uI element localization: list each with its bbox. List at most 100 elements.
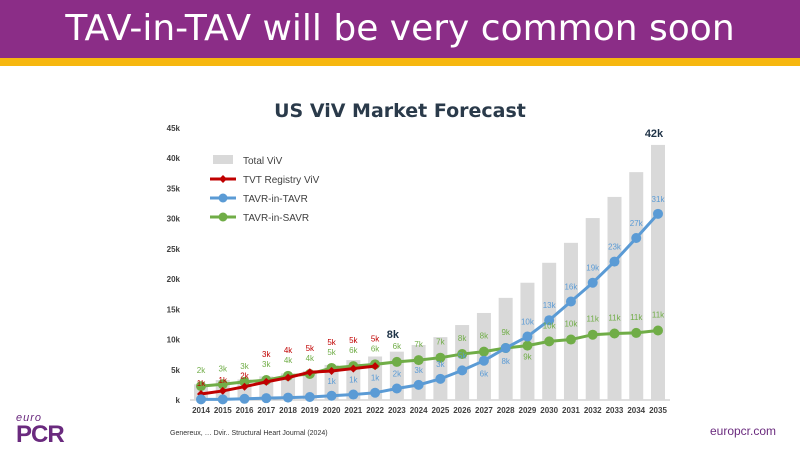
y-tick-label: 45k (167, 124, 181, 133)
chart-title: US ViV Market Forecast (274, 100, 526, 122)
citation: Genereux, … Dvir.. Structural Heart Jour… (170, 430, 328, 437)
marker-tavr-in-tavr-2031 (565, 296, 576, 307)
marker-tavr-in-tavr-2024 (413, 379, 424, 390)
data-label: 3k (414, 366, 423, 375)
data-label: 4k (284, 346, 293, 355)
bar-total-viv-2020 (324, 364, 339, 400)
data-label: 3k (262, 350, 271, 359)
bar-total-viv-2025 (433, 337, 448, 400)
data-label: 2k (240, 372, 249, 381)
bar-total-viv-2026 (455, 325, 470, 400)
x-tick-label: 2027 (475, 406, 493, 415)
x-tick-label: 2020 (323, 406, 341, 415)
legend-tavr-in-savr-marker (218, 212, 228, 222)
data-label: 7k (414, 340, 423, 349)
legend-tavr-in-savr-label: TAVR-in-SAVR (243, 213, 309, 224)
marker-tavr-in-tavr-2025 (435, 373, 446, 384)
data-label: 11k (608, 314, 621, 323)
data-label: 11k (587, 315, 600, 324)
x-tick-label: 2016 (236, 406, 254, 415)
x-tick-label: 2025 (431, 406, 449, 415)
x-tick-label: 2018 (279, 406, 297, 415)
data-label: 1k (327, 377, 336, 386)
line-tavr-in-tavr (201, 212, 660, 401)
marker-tvt-2016 (240, 382, 249, 391)
marker-tavr-in-tavr-2023 (391, 383, 402, 394)
data-label: 8k (480, 332, 489, 341)
marker-tavr-in-savr-2014 (196, 381, 206, 392)
marker-tavr-in-savr-2016 (239, 376, 250, 387)
data-label: 8k (501, 357, 510, 366)
data-label: 5k (458, 351, 467, 360)
bar-total-viv-2035 (651, 144, 665, 400)
marker-tvt-2022 (371, 362, 380, 371)
logo-euro-text: euro (16, 412, 43, 424)
marker-tavr-in-tavr-2019 (304, 391, 315, 402)
bar-annotation-2023: 8k (387, 329, 400, 341)
data-label: 13k (543, 301, 557, 310)
marker-tvt-2018 (284, 373, 293, 382)
marker-tavr-in-tavr-2018 (283, 392, 294, 403)
data-label: 6k (349, 346, 358, 355)
data-label: 11k (652, 310, 665, 319)
y-tick-label: 10k (167, 336, 181, 345)
bar-total-viv-2033 (607, 196, 622, 400)
data-label: 4k (284, 356, 293, 365)
accent-stripe (0, 58, 800, 66)
legend-total-viv-swatch (213, 155, 233, 164)
marker-tavr-in-tavr-2016 (239, 393, 250, 404)
marker-tavr-in-savr-2035 (653, 325, 663, 336)
x-tick-label: 2034 (627, 406, 645, 415)
legend-tavr-in-tavr-marker (218, 193, 228, 203)
x-tick-label: 2015 (214, 406, 232, 415)
data-label: 10k (521, 318, 535, 327)
marker-tavr-in-tavr-2028 (500, 343, 511, 354)
bar-total-viv-2034 (629, 172, 644, 400)
marker-tavr-in-savr-2029 (522, 340, 533, 351)
data-label: 1k (197, 379, 206, 388)
x-tick-label: 2029 (519, 406, 537, 415)
x-tick-label: 2024 (410, 406, 428, 415)
marker-tavr-in-tavr-2027 (478, 355, 489, 366)
header-bar: TAV-in-TAV will be very common soon (0, 0, 800, 58)
data-label: 9k (523, 353, 532, 362)
marker-tavr-in-tavr-2034 (631, 233, 642, 244)
data-label: 7k (436, 338, 445, 347)
marker-tavr-in-tavr-2030 (544, 315, 555, 326)
data-label: 10k (543, 321, 557, 330)
y-tick-label: 35k (167, 184, 181, 193)
marker-tvt-2019 (305, 368, 314, 377)
marker-tvt-2017 (262, 377, 271, 386)
logo-pcr-text: PCR (16, 421, 65, 448)
marker-tavr-in-savr-2031 (565, 334, 576, 345)
data-label: 5k (327, 348, 336, 357)
data-label: 19k (586, 264, 600, 273)
data-label: 6k (480, 370, 489, 379)
website-link[interactable]: europcr.com (709, 424, 776, 438)
marker-tavr-in-savr-2030 (544, 336, 555, 347)
marker-tavr-in-tavr-2017 (261, 393, 272, 404)
x-tick-label: 2035 (649, 406, 667, 415)
y-tick-label: 5k (171, 366, 180, 375)
y-tick-label: 40k (167, 154, 181, 163)
x-tick-label: 2032 (584, 406, 602, 415)
data-label: 5k (327, 338, 336, 347)
bar-total-viv-2018 (281, 373, 296, 400)
legend-tvt-registry-viv-marker (219, 175, 227, 183)
marker-tavr-in-tavr-2015 (217, 394, 228, 405)
bar-total-viv-2030 (542, 262, 557, 400)
bar-total-viv-2031 (563, 242, 578, 400)
y-tick-label: 15k (167, 305, 181, 314)
x-tick-label: 2028 (497, 406, 515, 415)
marker-tavr-in-savr-2025 (435, 352, 446, 363)
slide-title: TAV-in-TAV will be very common soon (65, 8, 735, 49)
x-tick-label: 2022 (366, 406, 384, 415)
y-tick-label: 20k (167, 275, 181, 284)
marker-tavr-in-tavr-2020 (326, 390, 337, 401)
data-label: 3k (262, 360, 271, 369)
data-label: 23k (608, 243, 622, 252)
data-label: 31k (652, 195, 666, 204)
marker-tavr-in-savr-2023 (391, 356, 402, 367)
x-tick-label: 2014 (192, 406, 210, 415)
